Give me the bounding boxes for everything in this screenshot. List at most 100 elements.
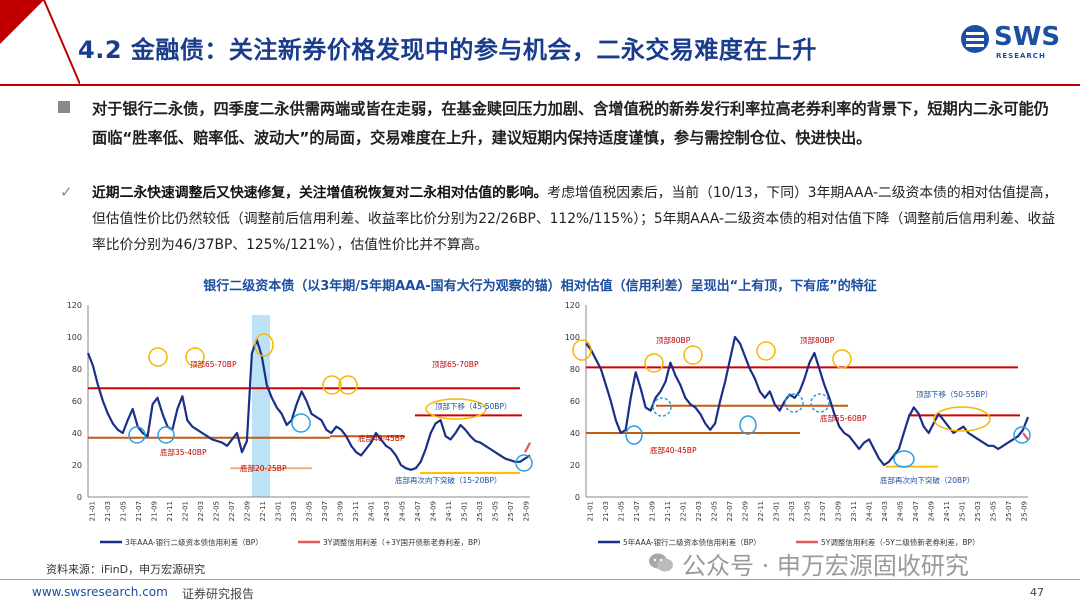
x-tick-label: 24-05 (399, 501, 407, 521)
x-tick-label: 23-07 (321, 501, 329, 521)
y-tick-label: 0 (77, 493, 82, 502)
series-main-line (86, 339, 531, 471)
series-adjusted-line (1022, 432, 1029, 441)
footer-url[interactable]: www.swsresearch.com (32, 585, 168, 599)
chart-annotation: 底部55-60BP (820, 413, 867, 423)
bullet-detail: 近期二永快速调整后又快速修复，关注增值税恢复对二永相对估值的影响。考虑增值税因素… (92, 180, 1062, 258)
check-icon: ✓ (60, 183, 73, 201)
x-tick-label: 21-03 (104, 501, 112, 521)
chart-annotation: 底部35-40BP (160, 447, 207, 457)
x-tick-label: 25-03 (974, 501, 982, 521)
y-tick-label: 40 (570, 429, 580, 438)
x-tick-label: 24-11 (943, 501, 951, 521)
chart-3y: 0 20 40 60 80 100 120 21-01 21-03 21-05 21-07 21-09… (67, 301, 533, 547)
footer-report-label: 证券研究报告 (182, 587, 255, 601)
x-tick-label: 21-09 (649, 501, 657, 521)
y-tick-label: 80 (72, 365, 82, 374)
x-tick-label: 23-03 (290, 501, 298, 521)
x-tick-label: 21-01 (587, 501, 595, 521)
x-tick-label: 21-05 (618, 501, 626, 521)
x-tick-label: 21-07 (135, 501, 143, 521)
chart-annotation: 底部20-25BP (240, 463, 287, 473)
x-tick-label: 22-05 (213, 501, 221, 521)
chart-annotation: 顶部80BP (800, 335, 835, 345)
highlight-circle (625, 425, 643, 445)
x-tick-label: 23-01 (773, 501, 781, 521)
x-tick-label: 25-07 (1005, 501, 1013, 521)
highlight-circle (338, 375, 358, 395)
highlight-circle (756, 341, 776, 361)
x-tick-label: 21-07 (633, 501, 641, 521)
x-tick-label: 23-07 (819, 501, 827, 521)
x-tick-label: 23-05 (804, 501, 812, 521)
series-main-line (585, 335, 1030, 467)
page-number: 47 (1030, 586, 1044, 599)
sws-logo-icon (961, 25, 989, 53)
highlight-circle (291, 413, 311, 433)
x-tick-label: 25-09 (1021, 501, 1029, 521)
highlight-circle (425, 398, 487, 420)
x-tick-label: 24-01 (866, 501, 874, 521)
highlight-circle (572, 339, 592, 361)
y-tick-label: 0 (575, 493, 580, 502)
highlight-circle (322, 375, 342, 395)
x-tick-label: 22-11 (757, 501, 765, 521)
y-tick-label: 120 (67, 301, 82, 310)
bullet-detail-bold: 近期二永快速调整后又快速修复，关注增值税恢复对二永相对估值的影响。 (92, 185, 548, 201)
highlight-circle (933, 406, 991, 432)
highlight-circle (683, 345, 703, 365)
x-tick-label: 22-07 (726, 501, 734, 521)
x-tick-label: 22-11 (259, 501, 267, 521)
legend-label-main: 5年AAA-银行二级资本债信用利差（BP） (623, 537, 761, 547)
y-tick-label: 60 (72, 397, 82, 406)
y-tick-label: 100 (565, 333, 580, 342)
highlight-circle (254, 333, 274, 357)
square-bullet-icon (58, 101, 70, 113)
source-note: 资料来源：iFinD，申万宏源研究 (46, 563, 206, 576)
y-tick-label: 40 (72, 429, 82, 438)
x-tick-label: 22-07 (228, 501, 236, 521)
x-tick-label: 22-09 (742, 501, 750, 521)
logo-text: SWS (994, 22, 1061, 52)
chart-annotation: 顶部65-70BP (190, 359, 237, 369)
highlight-circle (148, 347, 168, 367)
x-tick-label: 21-01 (89, 501, 97, 521)
x-tick-label: 25-05 (492, 501, 500, 521)
x-tick-label: 22-03 (197, 501, 205, 521)
highlight-circle (128, 426, 146, 444)
x-tick-label: 25-03 (476, 501, 484, 521)
x-tick-label: 24-07 (414, 501, 422, 521)
chart-annotation: 底部40-45BP (650, 445, 697, 455)
x-tick-label: 23-05 (306, 501, 314, 521)
x-tick-label: 25-01 (461, 501, 469, 521)
x-tick-label: 24-03 (383, 501, 391, 521)
highlight-circle (515, 454, 533, 472)
x-tick-label: 24-09 (928, 501, 936, 521)
highlight-circle-dashed (784, 393, 804, 413)
y-tick-label: 20 (570, 461, 580, 470)
x-tick-label: 23-11 (352, 501, 360, 521)
wechat-icon (649, 553, 673, 572)
x-tick-label: 23-09 (337, 501, 345, 521)
sws-logo: SWS RESEARCH (960, 22, 1060, 62)
bullet-detail-rest: 考虑增值税因素后，当前（10/13，下同）3年期AAA-二级资本债的相对估值提高… (92, 185, 1058, 253)
highlight-circle (739, 415, 757, 435)
x-tick-label: 23-03 (788, 501, 796, 521)
watermark: 公众号 · 申万宏源固收研究 (682, 552, 969, 580)
x-tick-label: 23-01 (275, 501, 283, 521)
highlight-circle-dashed (810, 393, 830, 413)
x-tick-label: 22-03 (695, 501, 703, 521)
highlight-circle (1013, 426, 1031, 444)
x-tick-label: 24-01 (368, 501, 376, 521)
chart-annotation: 底部再次向下突破（15-20BP） (395, 475, 501, 485)
highlight-circle (893, 450, 915, 468)
bullet-main: 对于银行二永债，四季度二永供需两端或皆在走弱，在基金赎回压力加剧、含增值税的新券… (92, 100, 1049, 147)
y-tick-label: 60 (570, 397, 580, 406)
chart-annotation: 顶部80BP (656, 335, 691, 345)
header-red-wedge (0, 0, 80, 85)
x-tick-label: 25-07 (507, 501, 515, 521)
chart-annotation: 底部40-45BP (358, 433, 405, 443)
x-tick-label: 25-01 (959, 501, 967, 521)
chart-annotation: 顶部下移（50-55BP） (916, 389, 992, 399)
x-tick-label: 24-09 (430, 501, 438, 521)
